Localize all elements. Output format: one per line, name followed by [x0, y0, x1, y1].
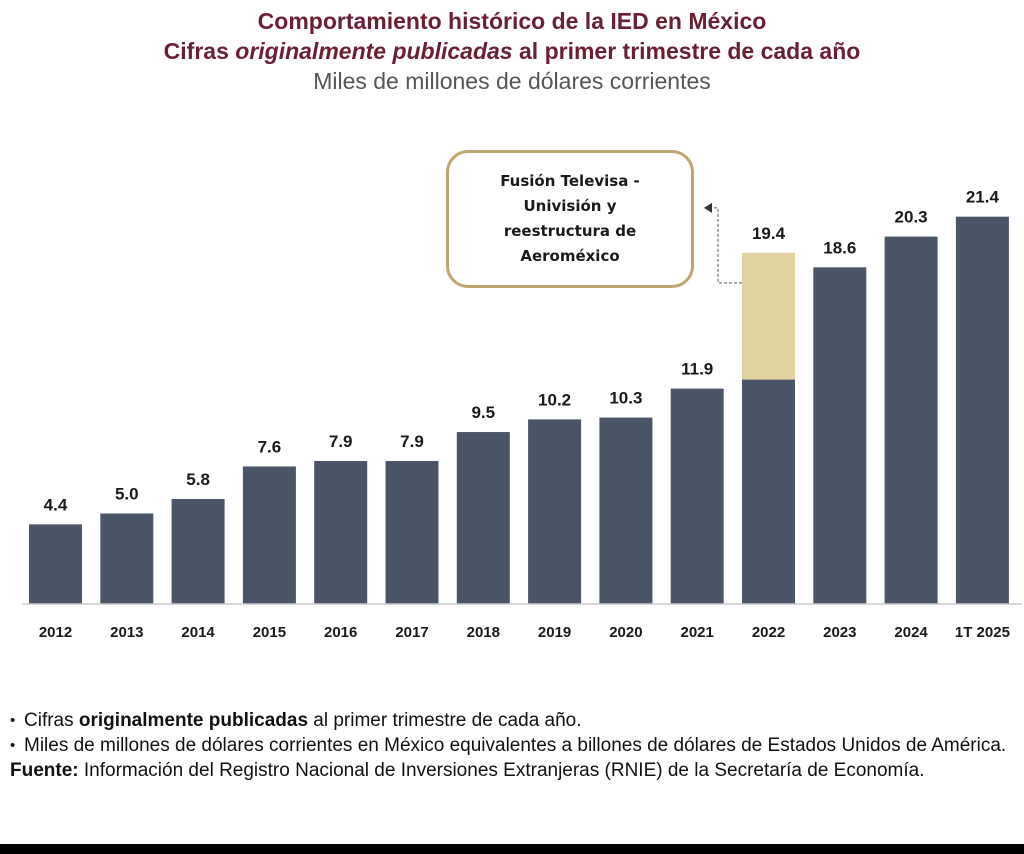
data-label: 7.9: [329, 432, 353, 451]
footnote-item: • Cifras originalmente publicadas al pri…: [10, 708, 1010, 733]
bar: [599, 417, 653, 604]
footnote-1-pre: Cifras: [24, 710, 79, 731]
data-label: 18.6: [823, 238, 856, 257]
x-tick-label: 2018: [467, 624, 500, 641]
title-line2-emphasis: originalmente publicadas: [235, 38, 513, 64]
title-line2-part1: Cifras: [163, 38, 236, 64]
footnote-1-post: al primer trimestre de cada año.: [308, 710, 582, 731]
footnote-item: • Miles de millones de dólares corriente…: [10, 733, 1010, 758]
bar-highlight-segment: [742, 252, 795, 380]
bar: [813, 267, 867, 604]
footnote-text-1: Cifras originalmente publicadas al prime…: [24, 708, 582, 733]
source-label: Fuente:: [10, 760, 79, 781]
x-tick-label: 2014: [181, 624, 215, 641]
source-note: Fuente: Información del Registro Naciona…: [10, 758, 1010, 783]
data-label: 5.8: [186, 470, 210, 489]
bar: [242, 466, 296, 604]
bottom-bar: [0, 844, 1024, 854]
title-line2-part2: al primer trimestre de cada año: [512, 38, 861, 64]
data-label: 7.6: [258, 437, 282, 456]
chart-title: Comportamiento histórico de la IED en Mé…: [257, 8, 767, 34]
arrow-head-icon: [704, 202, 712, 213]
x-tick-label: 2013: [110, 624, 143, 641]
bar: [385, 461, 439, 604]
x-tick-label: 2019: [538, 624, 571, 641]
bar: [29, 524, 82, 604]
data-label: 10.3: [609, 389, 642, 408]
bar: [528, 419, 582, 604]
x-tick-label: 1T 2025: [955, 624, 1010, 641]
data-label: 20.3: [895, 208, 928, 227]
bar: [670, 388, 724, 604]
x-tick-label: 2023: [823, 624, 856, 641]
bar: [742, 379, 795, 604]
bar: [955, 216, 1009, 604]
data-label: 7.9: [400, 432, 424, 451]
data-label: 5.0: [115, 485, 139, 504]
x-tick-label: 2016: [324, 624, 357, 641]
data-label: 21.4: [966, 188, 1000, 207]
bar: [456, 432, 510, 604]
chart-subtitle: Miles de millones de dólares corrientes: [313, 68, 711, 94]
data-label: 11.9: [681, 360, 713, 379]
x-tick-label: 2020: [609, 624, 642, 641]
bullet-icon: •: [10, 737, 16, 754]
footnote-text-2: Miles de millones de dólares corrientes …: [24, 735, 1007, 756]
bar: [171, 499, 225, 604]
footnote-1-bold: originalmente publicadas: [78, 710, 309, 731]
x-tick-label: 2024: [894, 624, 928, 641]
bar-chart: 4.4 2012 5.0 2013 5.8 2014 7.6 2015 7.9 2016 7.9 20…: [22, 188, 1022, 641]
chart-title-line2: Cifras originalmente publicadas al prime…: [0, 36, 1024, 66]
annotation-box: Fusión Televisa - Univisión y reestructu…: [446, 150, 694, 288]
data-label: 19.4: [752, 224, 786, 243]
x-tick-label: 2022: [752, 624, 785, 641]
annotation-connector: [712, 207, 742, 284]
footnotes: • Cifras originalmente publicadas al pri…: [10, 708, 1010, 783]
data-label: 9.5: [471, 403, 495, 422]
x-tick-label: 2015: [253, 624, 286, 641]
x-tick-label: 2021: [681, 624, 714, 641]
data-label: 4.4: [44, 495, 68, 514]
x-tick-label: 2017: [395, 624, 428, 641]
bullet-icon: •: [10, 712, 16, 729]
bar: [100, 513, 154, 604]
x-tick-label: 2012: [39, 624, 72, 641]
data-label: 10.2: [538, 390, 571, 409]
chart-header: Comportamiento histórico de la IED en Mé…: [0, 6, 1024, 96]
bar: [314, 461, 368, 604]
source-text: Información del Registro Nacional de Inv…: [78, 760, 925, 781]
bar: [884, 236, 938, 604]
